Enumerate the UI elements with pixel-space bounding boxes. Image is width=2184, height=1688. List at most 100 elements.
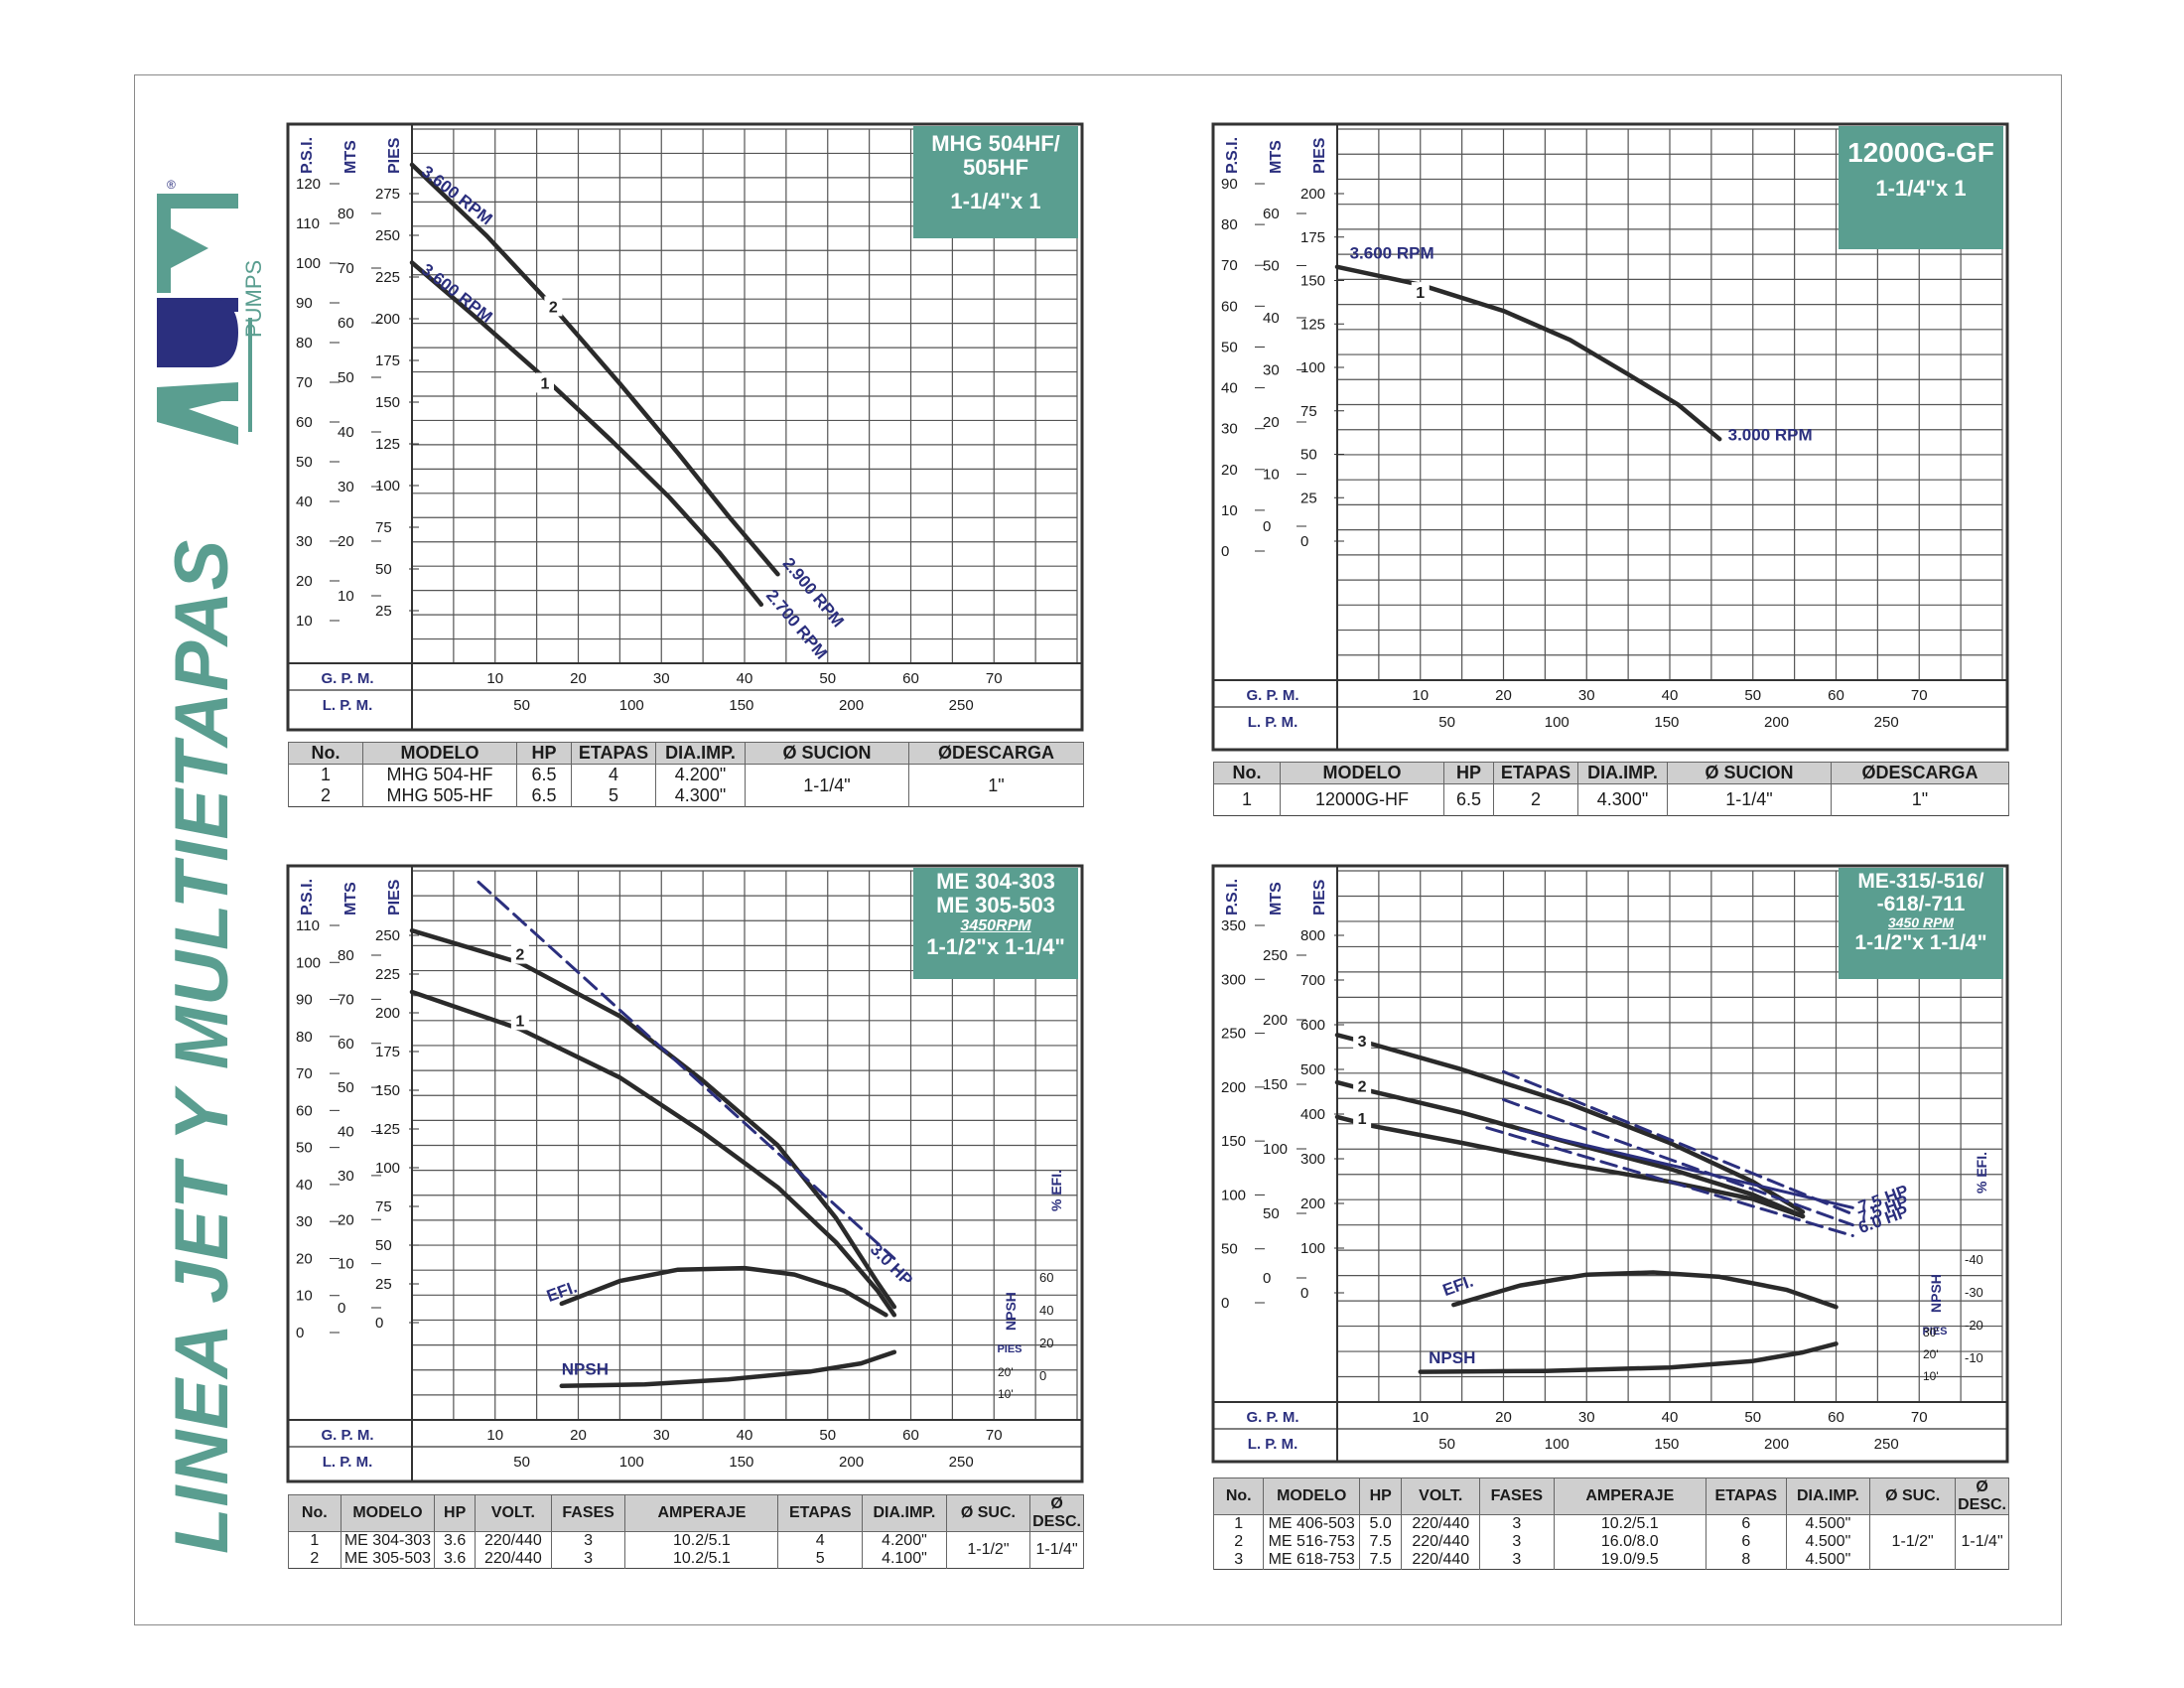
table-cell: 6.5: [516, 764, 572, 785]
pies-tick: 100: [375, 478, 400, 494]
efi-tick: 0: [1039, 1368, 1046, 1383]
model-connection: 1-1/4"x 1: [1875, 175, 1967, 201]
gpm-tick: 10: [486, 670, 503, 687]
psi-tick: 20: [296, 1250, 313, 1267]
lpm-tick: 250: [949, 697, 974, 714]
lpm-tick: 50: [1438, 714, 1455, 731]
col-header: Ø SUCION: [1667, 762, 1832, 784]
curve-label: 3.600 RPM: [1350, 243, 1434, 262]
npsh-axis-title: NPSH: [1928, 1274, 1944, 1313]
table-cell: 4: [571, 764, 656, 785]
curve-7-5-hp: [1502, 1098, 1854, 1227]
col-header: HP: [516, 742, 572, 765]
curve-efi-: [1451, 1270, 1839, 1310]
mts-tick: 50: [338, 1079, 354, 1096]
curve-label: NPSH: [562, 1359, 609, 1378]
table-cell: 7.5: [1358, 1551, 1403, 1570]
lpm-tick: 150: [1654, 714, 1679, 731]
curve-label: 3.000 RPM: [1728, 426, 1813, 445]
psi-tick: 80: [296, 1029, 313, 1046]
curve-marker: 1: [515, 1013, 524, 1030]
pies-tick: 50: [375, 561, 392, 578]
pies-tick: 600: [1300, 1017, 1325, 1034]
model-line: MHG 504HF/: [931, 131, 1060, 156]
pies-tick: 25: [375, 603, 392, 620]
col-header: MODELO: [362, 742, 517, 765]
gpm-tick: 60: [1828, 1409, 1844, 1426]
pies-tick: 125: [375, 436, 400, 453]
psi-tick: 50: [1221, 339, 1238, 355]
pies-tick: 175: [375, 352, 400, 369]
lpm-axis-title: L. P. M.: [1248, 714, 1298, 731]
mts-tick: 20: [338, 1211, 354, 1228]
table-cell: 1-1/4": [1955, 1514, 2009, 1570]
curve-marker-bg: [1353, 1108, 1372, 1129]
mts-tick: 50: [338, 369, 354, 386]
npsh-tick: 20': [998, 1365, 1014, 1379]
gpm-tick: 40: [1662, 1409, 1679, 1426]
pies-tick: 700: [1300, 972, 1325, 989]
col-header: FASES: [1479, 1477, 1555, 1515]
curve-marker-bg: [1411, 282, 1430, 303]
pies-tick: 800: [1300, 927, 1325, 944]
curve-marker: 2: [515, 947, 524, 964]
table-cell: 220/440: [1401, 1551, 1481, 1570]
mts-axis-title: MTS: [1268, 140, 1285, 174]
pies-axis-title: PIES: [1311, 879, 1328, 915]
spec-table-12000g: No. MODELO HP ETAPAS DIA.IMP. Ø SUCION Ø…: [1213, 762, 2009, 816]
gpm-tick: 40: [737, 1427, 753, 1444]
table-cell: 4.500": [1785, 1514, 1871, 1533]
psi-tick: 100: [296, 255, 321, 272]
col-header: ETAPAS: [1705, 1477, 1787, 1515]
pies-tick: 225: [375, 269, 400, 286]
model-line: 12000G-GF: [1847, 137, 1994, 168]
curve-marker: 3: [1358, 1034, 1367, 1051]
model-rpm: 3450 RPM: [1887, 914, 1955, 931]
efi-tick: -10: [1965, 1350, 1983, 1365]
col-header: ETAPAS: [777, 1494, 864, 1532]
wdm-logo: ® PUMPS: [157, 179, 266, 445]
mts-tick: 30: [338, 1168, 354, 1185]
table-cell: 3: [550, 1550, 626, 1569]
curve-npsh: [1418, 1341, 1839, 1374]
table-cell: 4.300": [1577, 783, 1668, 816]
pies-tick: 125: [375, 1121, 400, 1138]
pies-tick: 75: [1300, 403, 1317, 420]
psi-tick: 30: [296, 533, 313, 550]
gpm-tick: 70: [1911, 1409, 1928, 1426]
psi-axis-title: P.S.I.: [299, 137, 316, 174]
model-connection: 1-1/4"x 1: [950, 189, 1041, 214]
psi-tick: 50: [296, 454, 313, 471]
table-cell: 19.0/9.5: [1553, 1551, 1706, 1570]
psi-tick: 70: [296, 1065, 313, 1082]
model-box-mhg: MHG 504HF/ 505HF 1-1/4"x 1: [913, 126, 1078, 238]
table-cell: 3: [1479, 1514, 1555, 1533]
gpm-tick: 10: [1412, 687, 1429, 704]
table-row: 3 ME 618-753 7.5 220/440 3 19.0/9.5 8 4.…: [1212, 1551, 2009, 1570]
table-cell: 3: [1479, 1533, 1555, 1551]
table-row: 1 12000G-HF 6.5 2 4.300" 1-1/4" 1": [1213, 783, 2009, 816]
table-row: 2 ME 305-503 3.6 220/440 3 10.2/5.1 5 4.…: [288, 1550, 1084, 1569]
brand-sub: PUMPS: [241, 260, 266, 338]
mts-tick: 60: [1263, 206, 1280, 222]
pies-tick: 50: [375, 1237, 392, 1254]
table-cell: 4.300": [655, 785, 746, 807]
table-cell: 10.2/5.1: [624, 1550, 779, 1569]
lpm-tick: 50: [513, 1454, 530, 1471]
psi-tick: 70: [296, 374, 313, 391]
pies-tick: 50: [1300, 447, 1317, 464]
gpm-tick: 40: [1662, 687, 1679, 704]
table-cell: 5: [777, 1550, 864, 1569]
pies-tick: 400: [1300, 1106, 1325, 1123]
col-header: ØDESCARGA: [1831, 762, 2009, 784]
table-cell: 1-1/2": [1869, 1514, 1957, 1570]
mts-tick: 40: [338, 424, 354, 441]
col-header: No.: [288, 742, 363, 765]
efi-tick: -40: [1965, 1252, 1983, 1267]
pies-tick: 150: [1300, 273, 1325, 290]
col-header: MODELO: [340, 1494, 436, 1532]
mts-tick: 0: [1263, 518, 1271, 535]
psi-tick: 60: [1221, 298, 1238, 315]
mts-tick: 60: [338, 315, 354, 332]
mts-tick: 10: [338, 588, 354, 605]
